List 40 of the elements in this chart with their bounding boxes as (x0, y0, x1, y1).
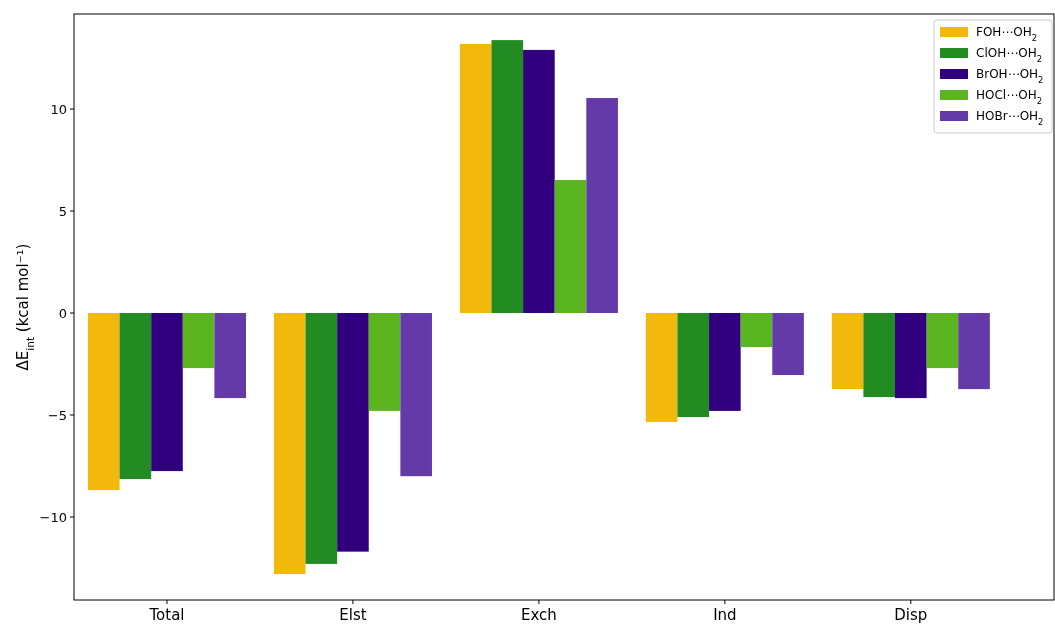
bar (368, 313, 401, 411)
bar (151, 313, 183, 472)
bar (87, 313, 120, 491)
legend-label: HOBr⋯OH$_{2}$ (976, 109, 1044, 127)
bar (958, 313, 990, 390)
legend-label: BrOH⋯OH$_{2}$ (976, 67, 1044, 85)
y-tick-label: −5 (47, 407, 67, 423)
bar (273, 313, 306, 575)
bar (459, 43, 492, 314)
bar (677, 313, 710, 418)
legend-label: ClOH⋯OH$_{2}$ (976, 46, 1042, 64)
legend-label: FOH⋯OH$_{2}$ (976, 25, 1038, 43)
x-tick-label: Disp (894, 606, 928, 624)
x-tick-label: Exch (520, 606, 557, 624)
bar (214, 313, 247, 399)
bar (400, 313, 432, 477)
bar (182, 313, 215, 369)
y-tick-label: 0 (58, 305, 67, 321)
bar (740, 313, 773, 348)
x-tick-label: Elst (339, 606, 367, 624)
bar (305, 313, 338, 564)
y-tick-label: −10 (39, 509, 67, 525)
bar (772, 313, 804, 376)
legend-label: HOCl⋯OH$_{2}$ (976, 88, 1042, 106)
bar (337, 313, 369, 552)
bar (831, 313, 864, 390)
bar (586, 98, 618, 314)
x-tick-label: Ind (713, 606, 737, 624)
bar (895, 313, 927, 399)
bar (926, 313, 959, 369)
bar (119, 313, 152, 480)
bar (491, 40, 524, 314)
bar (709, 313, 741, 411)
bar (554, 180, 587, 314)
bar (645, 313, 678, 422)
x-tick-label: Total (148, 606, 185, 624)
bar (523, 49, 555, 314)
y-tick-label: 10 (50, 101, 67, 117)
y-tick-label: 5 (58, 203, 67, 219)
bar (863, 313, 896, 398)
